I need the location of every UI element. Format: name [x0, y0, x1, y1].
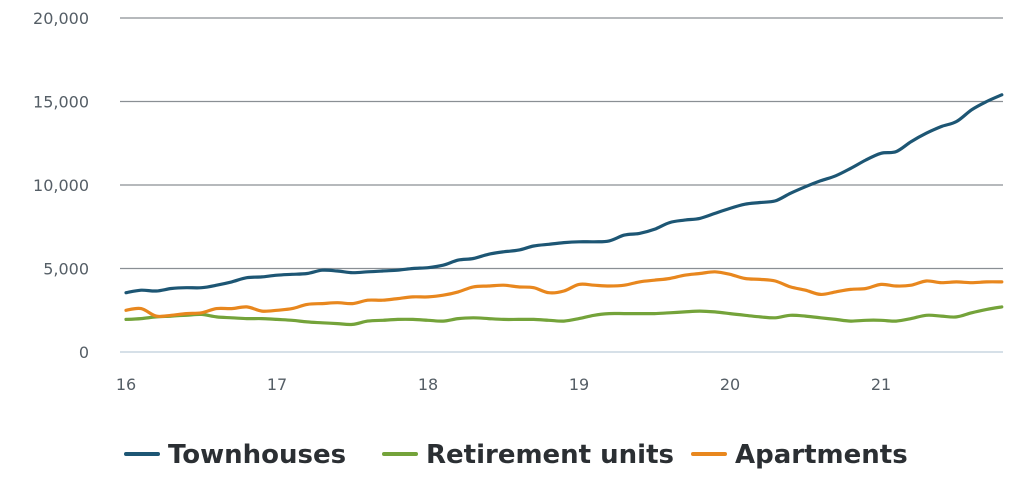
- x-tick-label: 19: [569, 375, 589, 394]
- y-tick-label: 15,000: [33, 93, 89, 112]
- x-axis-ticks: 16 17 18 19 20 21: [116, 375, 891, 394]
- y-tick-label: 5,000: [43, 260, 89, 279]
- y-tick-label: 0: [79, 343, 89, 362]
- x-tick-label: 16: [116, 375, 136, 394]
- x-tick-label: 20: [720, 375, 740, 394]
- x-tick-label: 21: [871, 375, 891, 394]
- series-line-apartments: [124, 270, 1004, 319]
- x-tick-label: 18: [418, 375, 438, 394]
- series-line-retirement-units: [124, 305, 1004, 327]
- gridlines: [120, 17, 1003, 270]
- y-tick-label: 20,000: [33, 9, 89, 28]
- x-tick-label: 17: [267, 375, 287, 394]
- legend-label: Apartments: [735, 440, 908, 470]
- y-tick-label: 10,000: [33, 176, 89, 195]
- legend: Townhouses Retirement units Apartments: [124, 440, 908, 470]
- series-line-townhouses: [124, 93, 1004, 295]
- y-axis-ticks: 0 5,000 10,000 15,000 20,000: [33, 9, 89, 362]
- legend-label: Townhouses: [168, 440, 346, 470]
- series-lines: [124, 93, 1004, 327]
- legend-label: Retirement units: [426, 440, 674, 470]
